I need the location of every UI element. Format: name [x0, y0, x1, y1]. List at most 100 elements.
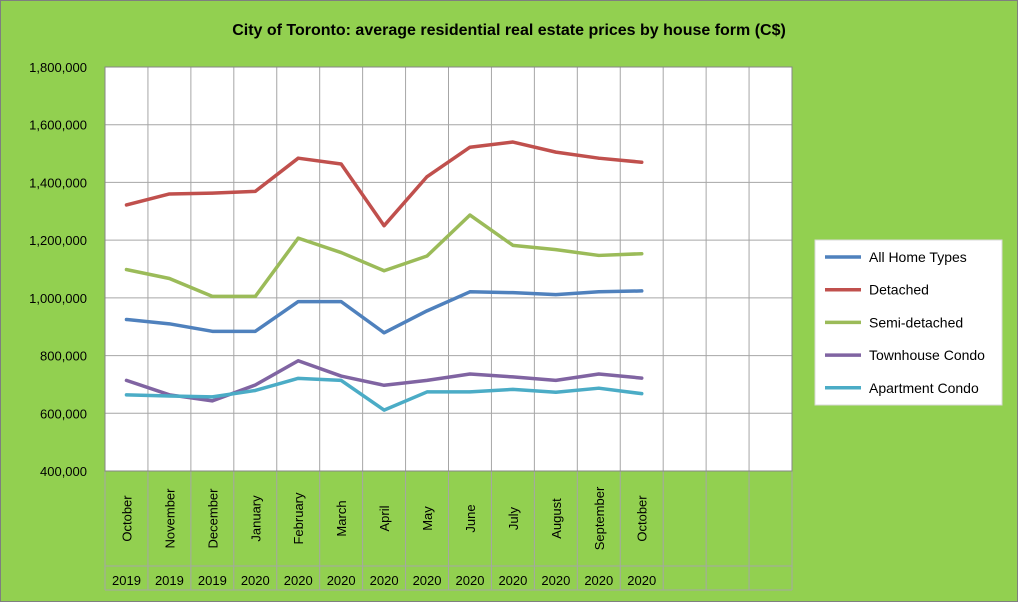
- legend-entry: Semi-detached: [869, 314, 963, 330]
- y-tick-label: 1,800,000: [29, 60, 87, 75]
- x-tick-label: September: [592, 486, 607, 550]
- data-point: [167, 322, 171, 326]
- data-point: [511, 243, 515, 247]
- x-tick-label: October: [635, 495, 650, 542]
- data-point: [210, 399, 214, 403]
- data-point: [210, 329, 214, 333]
- x-tick-label: January: [248, 495, 263, 542]
- data-point: [640, 160, 644, 164]
- data-point: [597, 253, 601, 257]
- data-point: [296, 236, 300, 240]
- data-point: [554, 378, 558, 382]
- data-point: [124, 378, 128, 382]
- data-point: [640, 289, 644, 293]
- data-point: [597, 386, 601, 390]
- data-point: [425, 175, 429, 179]
- x-year-label: 2020: [541, 573, 570, 588]
- data-point: [167, 394, 171, 398]
- data-point: [339, 251, 343, 255]
- x-year-label: 2020: [456, 573, 485, 588]
- data-point: [511, 375, 515, 379]
- legend-entry: All Home Types: [869, 249, 967, 265]
- data-point: [382, 224, 386, 228]
- data-point: [511, 140, 515, 144]
- data-point: [167, 192, 171, 196]
- data-point: [382, 408, 386, 412]
- data-point: [253, 383, 257, 387]
- data-point: [640, 376, 644, 380]
- data-point: [210, 191, 214, 195]
- x-year-label: 2020: [584, 573, 613, 588]
- y-tick-label: 800,000: [40, 349, 87, 364]
- data-point: [425, 309, 429, 313]
- data-point: [296, 156, 300, 160]
- data-point: [124, 203, 128, 207]
- data-point: [167, 277, 171, 281]
- data-point: [597, 156, 601, 160]
- data-point: [554, 248, 558, 252]
- x-tick-label: April: [377, 505, 392, 531]
- legend-entry: Detached: [869, 282, 929, 298]
- data-point: [425, 390, 429, 394]
- x-year-label: 2020: [413, 573, 442, 588]
- x-year-label: 2020: [284, 573, 313, 588]
- x-tick-label: November: [162, 488, 177, 549]
- y-tick-label: 1,400,000: [29, 175, 87, 190]
- data-point: [339, 162, 343, 166]
- data-point: [296, 300, 300, 304]
- x-year-label: 2019: [198, 573, 227, 588]
- x-tick-label: July: [506, 506, 521, 530]
- data-point: [296, 376, 300, 380]
- data-point: [597, 372, 601, 376]
- data-point: [554, 390, 558, 394]
- data-point: [382, 331, 386, 335]
- data-point: [468, 213, 472, 217]
- x-year-label: 2019: [112, 573, 141, 588]
- legend-entry: Townhouse Condo: [869, 347, 985, 363]
- x-year-label: 2020: [627, 573, 656, 588]
- data-point: [640, 252, 644, 256]
- data-point: [511, 387, 515, 391]
- y-tick-label: 1,200,000: [29, 233, 87, 248]
- data-point: [210, 294, 214, 298]
- x-year-label: 2020: [498, 573, 527, 588]
- legend-entry: Apartment Condo: [869, 380, 979, 396]
- data-point: [124, 268, 128, 272]
- data-point: [468, 372, 472, 376]
- data-point: [124, 393, 128, 397]
- data-point: [554, 293, 558, 297]
- data-point: [554, 150, 558, 154]
- data-point: [511, 291, 515, 295]
- x-tick-label: March: [334, 500, 349, 536]
- data-point: [425, 254, 429, 258]
- plot-border: [104, 66, 793, 472]
- y-tick-label: 1,600,000: [29, 118, 87, 133]
- data-point: [253, 294, 257, 298]
- data-point: [640, 392, 644, 396]
- data-point: [382, 269, 386, 273]
- data-point: [339, 300, 343, 304]
- x-year-label: 2020: [241, 573, 270, 588]
- data-point: [339, 378, 343, 382]
- chart-title: City of Toronto: average residential rea…: [232, 22, 786, 39]
- data-point: [253, 189, 257, 193]
- x-tick-label: May: [420, 506, 435, 531]
- y-tick-label: 600,000: [40, 406, 87, 421]
- data-point: [339, 374, 343, 378]
- data-point: [597, 290, 601, 294]
- y-tick-label: 1,000,000: [29, 291, 87, 306]
- y-tick-label: 400,000: [40, 464, 87, 479]
- data-point: [468, 390, 472, 394]
- data-point: [468, 290, 472, 294]
- data-point: [425, 378, 429, 382]
- data-point: [124, 318, 128, 321]
- data-point: [253, 388, 257, 392]
- x-year-label: 2020: [370, 573, 399, 588]
- data-point: [468, 145, 472, 149]
- x-tick-label: December: [205, 488, 220, 549]
- x-tick-label: June: [463, 504, 478, 532]
- data-point: [253, 329, 257, 333]
- x-tick-label: August: [549, 498, 564, 539]
